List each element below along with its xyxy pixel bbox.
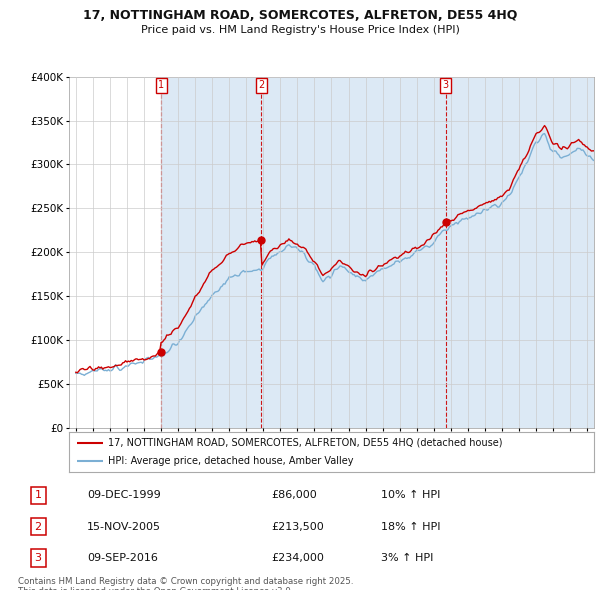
Text: 18% ↑ HPI: 18% ↑ HPI: [381, 522, 440, 532]
Text: 10% ↑ HPI: 10% ↑ HPI: [381, 490, 440, 500]
Text: 15-NOV-2005: 15-NOV-2005: [87, 522, 161, 532]
Text: 3: 3: [35, 553, 41, 563]
Bar: [261, 77, 446, 428]
Bar: [161, 77, 261, 428]
Text: 17, NOTTINGHAM ROAD, SOMERCOTES, ALFRETON, DE55 4HQ: 17, NOTTINGHAM ROAD, SOMERCOTES, ALFRETO…: [83, 9, 517, 22]
Text: 3% ↑ HPI: 3% ↑ HPI: [381, 553, 433, 563]
Text: 2: 2: [258, 80, 265, 90]
Text: 3: 3: [442, 80, 449, 90]
Bar: [446, 77, 594, 428]
Text: £86,000: £86,000: [271, 490, 317, 500]
Text: Price paid vs. HM Land Registry's House Price Index (HPI): Price paid vs. HM Land Registry's House …: [140, 25, 460, 35]
Text: 09-SEP-2016: 09-SEP-2016: [87, 553, 158, 563]
Text: £234,000: £234,000: [271, 553, 325, 563]
Text: £213,500: £213,500: [271, 522, 324, 532]
Text: 17, NOTTINGHAM ROAD, SOMERCOTES, ALFRETON, DE55 4HQ (detached house): 17, NOTTINGHAM ROAD, SOMERCOTES, ALFRETO…: [109, 438, 503, 448]
Text: 1: 1: [158, 80, 164, 90]
Text: 09-DEC-1999: 09-DEC-1999: [87, 490, 161, 500]
Text: HPI: Average price, detached house, Amber Valley: HPI: Average price, detached house, Ambe…: [109, 456, 354, 466]
Text: 2: 2: [35, 522, 42, 532]
Text: Contains HM Land Registry data © Crown copyright and database right 2025.
This d: Contains HM Land Registry data © Crown c…: [18, 577, 353, 590]
Text: 1: 1: [35, 490, 41, 500]
